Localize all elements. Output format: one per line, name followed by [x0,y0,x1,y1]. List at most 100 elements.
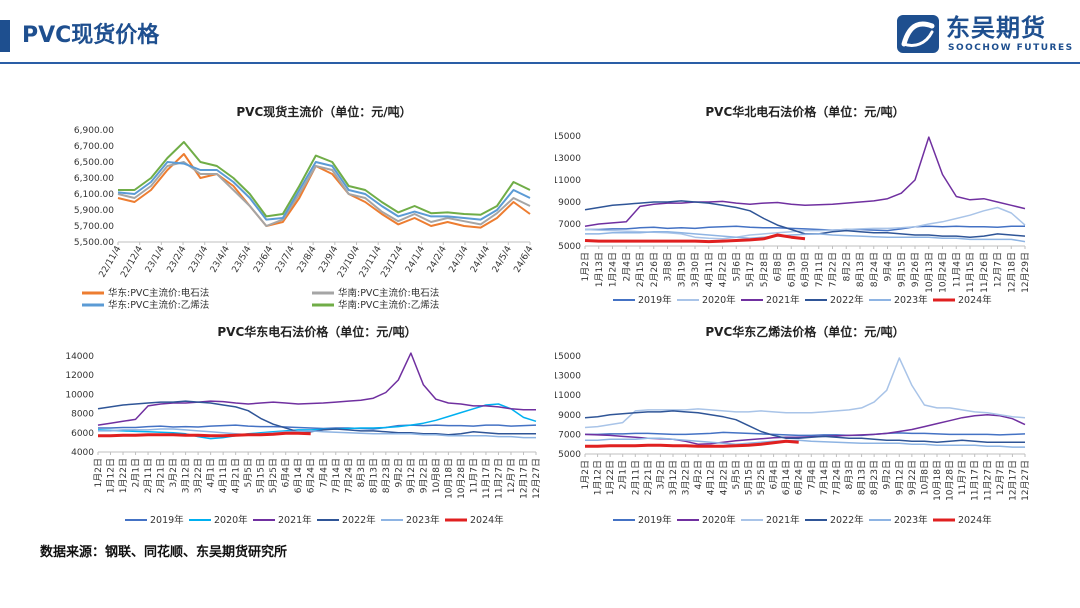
x-tick-label: 11月17日 [481,458,492,499]
x-tick-label: 10月8日 [919,460,930,495]
series-line [584,357,1026,429]
y-tick-label: 11000 [555,391,581,401]
x-tick-label: 11月15日 [965,252,976,293]
series-line [584,136,1026,227]
y-tick-label: 5000 [558,242,581,252]
x-tick-label: 24/3/4 [447,244,470,274]
x-tick-label: 4月12日 [706,460,717,495]
chart-title: PVC现货主流价（单位：元/吨） [236,104,411,119]
x-tick-label: 7月22日 [828,252,839,287]
x-tick-label: 12月18日 [1006,252,1017,293]
x-tick-label: 24/4/4 [469,244,492,274]
x-tick-label: 1月12日 [593,460,604,495]
legend-label: 2020年 [702,514,736,526]
x-tick-label: 8月13日 [855,252,866,287]
legend-label: 2019年 [150,514,184,526]
x-tick-label: 5月15日 [256,458,267,493]
y-tick-label: 7000 [558,220,581,230]
x-tick-label: 6月14日 [781,460,792,495]
legend-label: 2024年 [958,294,992,306]
x-tick-label: 7月14日 [819,460,830,495]
y-tick-label: 5,500.00 [74,238,114,248]
x-tick-label: 5月17日 [745,252,756,287]
chart-svg: PVC华北电石法价格（单位：元/吨） 5000 7000 9000 11000 13000… [555,104,1031,306]
series-line [585,230,1026,243]
series-line [117,161,531,227]
chart-panel-spot-price: PVC现货主流价（单位：元/吨） 5,500.00 5,700.00 5,900.00… [60,100,540,325]
chart-svg: PVC华东乙烯法价格（单位：元/吨） 5000 7000 9000 11000 13000… [555,324,1031,526]
x-tick-label: 12月27日 [1020,460,1031,501]
y-tick-label: 15000 [555,352,581,362]
header-divider [0,62,1080,64]
x-tick-label: 3月22日 [193,458,204,493]
series-line [585,439,799,448]
x-tick-label: 11月17日 [970,460,981,501]
x-tick-label: 12月7日 [993,252,1004,287]
y-tick-label: 6000 [71,429,94,439]
y-tick-label: 15000 [555,132,581,142]
x-tick-label: 5月25日 [756,460,767,495]
x-tick-label: 12月7日 [506,458,517,493]
x-tick-label: 6月4日 [281,458,292,487]
x-tick-label: 7月4日 [806,460,817,489]
x-tick-label: 4月21日 [231,458,242,493]
x-tick-label: 23/1/4 [144,244,167,274]
series-line [118,141,531,218]
x-tick-label: 11月27日 [493,458,504,499]
x-tick-label: 6月14日 [293,458,304,493]
x-tick-label: 9月2日 [393,458,404,487]
chart-title: PVC华北电石法价格（单位：元/吨） [705,104,904,119]
x-tick-label: 10月28日 [945,460,956,501]
series-line [97,352,536,426]
x-tick-label: 11月7日 [468,458,479,493]
x-tick-label: 9月26日 [910,252,921,287]
y-tick-label: 6,300.00 [74,174,114,184]
x-tick-label: 12月7日 [995,460,1006,495]
x-tick-label: 4月11日 [704,252,715,287]
x-tick-label: 2月1日 [618,460,629,489]
y-tick-label: 8000 [71,410,94,420]
chart-svg: PVC现货主流价（单位：元/吨） 5,500.00 5,700.00 5,900.00… [74,104,536,311]
x-tick-label: 23/6/4 [252,244,275,274]
x-tick-label: 23/7/4 [274,244,297,274]
x-tick-label: 6月24日 [794,460,805,495]
legend-label: 华东:PVC主流价:电石法 [108,287,209,299]
x-tick-label: 10月24日 [938,252,949,293]
series-line [117,161,531,221]
x-tick-label: 2月26日 [649,252,660,287]
legend-label: 2023年 [406,514,440,526]
y-tick-label: 9000 [558,411,581,421]
x-tick-label: 23/4/4 [209,244,232,274]
series-line [584,233,806,244]
y-tick-label: 5,700.00 [74,222,114,232]
y-tick-label: 10000 [65,390,94,400]
x-tick-label: 9月22日 [907,460,918,495]
x-tick-label: 8月23日 [869,460,880,495]
x-tick-label: 5月28日 [759,252,770,287]
header: PVC现货价格 东吴期货 SOOCHOW FUTURES [0,0,1080,66]
x-tick-label: 1月2日 [580,252,591,281]
legend-label: 2019年 [638,514,672,526]
y-tick-label: 14000 [65,352,94,362]
legend-label: 2022年 [830,514,864,526]
legend-label: 华南:PVC主流价:乙烯法 [338,299,439,311]
x-tick-label: 1月13日 [594,252,605,287]
x-tick-label: 12月17日 [1007,460,1018,501]
x-tick-label: 2月4日 [621,252,632,281]
chart-panel-east-carbide: PVC华东电石法价格（单位：元/吨） 4000 6000 8000 10000 12000… [60,320,550,535]
x-tick-label: 3月19日 [676,252,687,287]
legend-label: 2024年 [958,514,992,526]
x-tick-label: 4月2日 [693,460,704,489]
series-line [584,206,1026,240]
legend-label: 2024年 [470,514,504,526]
x-tick-label: 1月2日 [580,460,591,489]
x-tick-label: 23/2/4 [166,244,189,274]
x-tick-label: 7月24日 [343,458,354,493]
x-tick-label: 6月4日 [769,460,780,489]
company-logo: 东吴期货 SOOCHOW FUTURES [896,12,1076,58]
legend-label: 2023年 [894,514,928,526]
y-tick-label: 6,100.00 [74,190,114,200]
x-tick-label: 3月12日 [181,458,192,493]
y-tick-label: 12000 [65,371,94,381]
x-tick-label: 23/3/4 [187,244,210,274]
